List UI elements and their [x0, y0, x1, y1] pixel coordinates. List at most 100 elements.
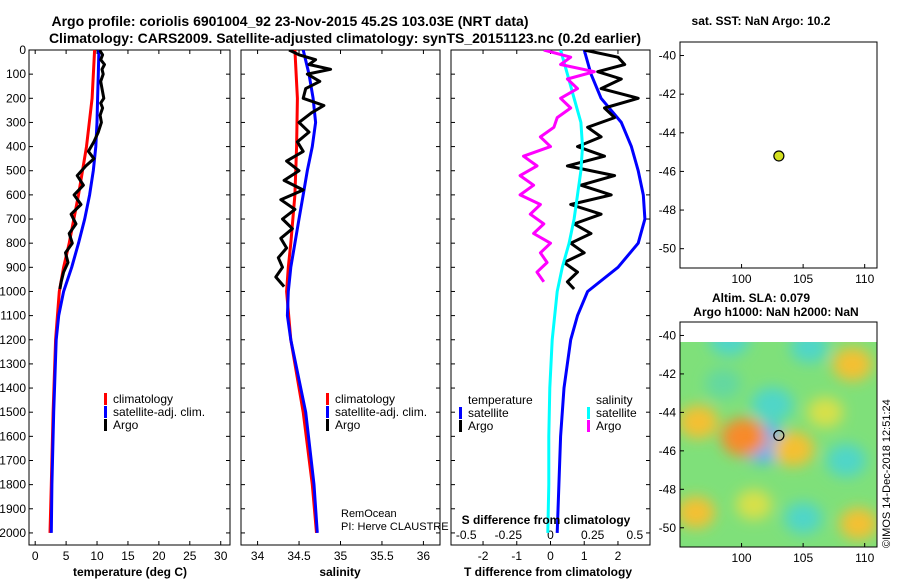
depth-tick-label: 1300 — [0, 357, 26, 371]
sla-anomaly-blob — [709, 342, 749, 357]
map-y-tick-label: -46 — [659, 444, 677, 458]
map-y-tick-label: -46 — [659, 164, 677, 178]
x-tick-label: 35 — [334, 549, 348, 563]
depth-tick-label: 1800 — [0, 478, 26, 492]
x-tick-label: 20 — [152, 549, 166, 563]
figure-subtitle: Climatology: CARS2009. Satellite-adjuste… — [49, 30, 641, 46]
legend-label-argo: Argo — [113, 418, 139, 432]
argo-location-marker — [773, 150, 785, 162]
depth-tick-label: 900 — [6, 260, 26, 274]
difference-legend: temperature salinity satellite Argo sate… — [459, 393, 637, 433]
sst-map-frame — [679, 41, 878, 269]
legend-swatch-argo — [326, 419, 329, 431]
top-tick-label: 0.25 — [581, 528, 605, 542]
top-tick-label: -0.25 — [495, 528, 523, 542]
map-y-tick-label: -44 — [659, 126, 677, 140]
map-x-tick-label: 100 — [732, 272, 752, 286]
x-tick-label: 34 — [251, 549, 265, 563]
x-tick-label: 0 — [547, 549, 554, 563]
depth-tick-label: 1900 — [0, 502, 26, 516]
temperature-x-axis: 0 5 10 15 20 25 30 — [29, 49, 230, 563]
legend-swatch-satellite — [326, 406, 329, 418]
depth-tick-label: 1700 — [0, 453, 26, 467]
figure-title: Argo profile: coriolis 6901004_92 23-Nov… — [52, 13, 529, 29]
salinity-difference-axis: -0.5 -0.25 0 0.25 0.5 — [456, 528, 644, 542]
x-tick-label: 25 — [183, 549, 197, 563]
temperature-xlabel: temperature (deg C) — [73, 565, 187, 579]
x-tick-label: 15 — [121, 549, 135, 563]
x-tick-label: 36 — [417, 549, 431, 563]
legend-label-salinity-argo: Argo — [596, 419, 622, 433]
sst-map-axes: 100 105 110 -40 -42 -44 -46 -48 -50 — [659, 49, 875, 286]
sla-anomaly-blob — [826, 443, 867, 478]
argo-location-marker — [773, 429, 785, 442]
x-tick-label: 34.5 — [287, 549, 311, 563]
legend-swatch-climatology — [104, 393, 107, 405]
sla-anomaly-blob — [832, 347, 873, 382]
difference-x-axis: -2 -1 0 1 2 — [451, 49, 650, 563]
sla-anomaly-blob — [680, 496, 716, 529]
sla-anomaly-blob — [680, 405, 719, 439]
difference-xlabel: T difference from climatology — [464, 565, 632, 579]
difference-top-label: S difference from climatology — [462, 513, 631, 527]
map-x-tick-label: 105 — [793, 272, 813, 286]
x-tick-label: 35.5 — [370, 549, 394, 563]
map-y-tick-label: -50 — [659, 242, 677, 256]
sla-map-frame — [679, 321, 878, 548]
legend-swatch-climatology — [326, 393, 329, 405]
sla-anomaly-blob — [784, 502, 823, 535]
timestamp-text: ©IMOS 14-Dec-2018 12:51:24 — [881, 399, 893, 548]
map-y-tick-label: -50 — [659, 521, 677, 535]
sla-anomaly-blob — [721, 418, 768, 457]
map-x-tick-label: 105 — [793, 551, 813, 565]
map-x-tick-label: 110 — [855, 551, 874, 565]
difference-lines — [518, 50, 647, 533]
legend-header-salinity: salinity — [596, 393, 633, 407]
map-y-tick-label: -48 — [659, 203, 677, 217]
series-line-salinity-argo — [518, 50, 596, 283]
sla-anomaly-blob — [790, 342, 829, 363]
legend-header-temperature: temperature — [468, 393, 533, 407]
x-tick-label: 1 — [581, 549, 588, 563]
salinity-lines — [274, 50, 333, 534]
x-tick-label: -1 — [511, 549, 522, 563]
depth-tick-label: 0 — [19, 43, 26, 57]
credit-text: RemOcean — [341, 508, 397, 520]
map-x-tick-label: 110 — [855, 272, 874, 286]
legend-swatch-salinity-satellite — [587, 407, 590, 419]
temperature-legend: climatology satellite-adj. clim. Argo — [104, 392, 205, 432]
difference-plot-frame — [450, 49, 651, 546]
legend-label-temperature-satellite: satellite — [468, 406, 509, 420]
depth-tick-label: 500 — [6, 164, 26, 178]
top-tick-label: 0.5 — [626, 528, 643, 542]
x-tick-label: 0 — [32, 549, 39, 563]
depth-tick-label: 1000 — [0, 284, 26, 298]
salinity-xlabel: salinity — [319, 565, 361, 579]
legend-label-satellite: satellite-adj. clim. — [113, 405, 205, 419]
series-line-argo — [274, 50, 333, 288]
x-tick-label: 10 — [90, 549, 104, 563]
sst-map-markers — [773, 150, 785, 162]
sla-anomaly-blob — [772, 431, 815, 467]
depth-tick-label: 600 — [6, 188, 26, 202]
top-tick-label: -0.5 — [456, 528, 477, 542]
depth-tick-label: 2000 — [0, 526, 26, 540]
sst-map-title: sat. SST: NaN Argo: 10.2 — [692, 14, 831, 28]
legend-swatch-temperature-argo — [459, 420, 462, 432]
series-line-climatology — [48, 50, 97, 533]
series-line-temperature-argo — [562, 50, 640, 291]
series-line-temperature-satellite — [555, 50, 647, 533]
salinity-plot-frame — [240, 49, 441, 546]
depth-tick-label: 300 — [6, 115, 26, 129]
x-tick-label: -2 — [478, 549, 489, 563]
depth-tick-label: 1500 — [0, 405, 26, 419]
legend-label-climatology: climatology — [113, 392, 173, 406]
legend-label-satellite: satellite-adj. clim. — [335, 405, 427, 419]
sla-anomaly-blob — [751, 387, 794, 423]
depth-tick-label: 200 — [6, 91, 26, 105]
series-line-climatology — [285, 50, 318, 534]
temperature-lines — [48, 50, 106, 533]
map-x-tick-label: 100 — [732, 551, 752, 565]
sla-map-markers — [773, 429, 785, 442]
